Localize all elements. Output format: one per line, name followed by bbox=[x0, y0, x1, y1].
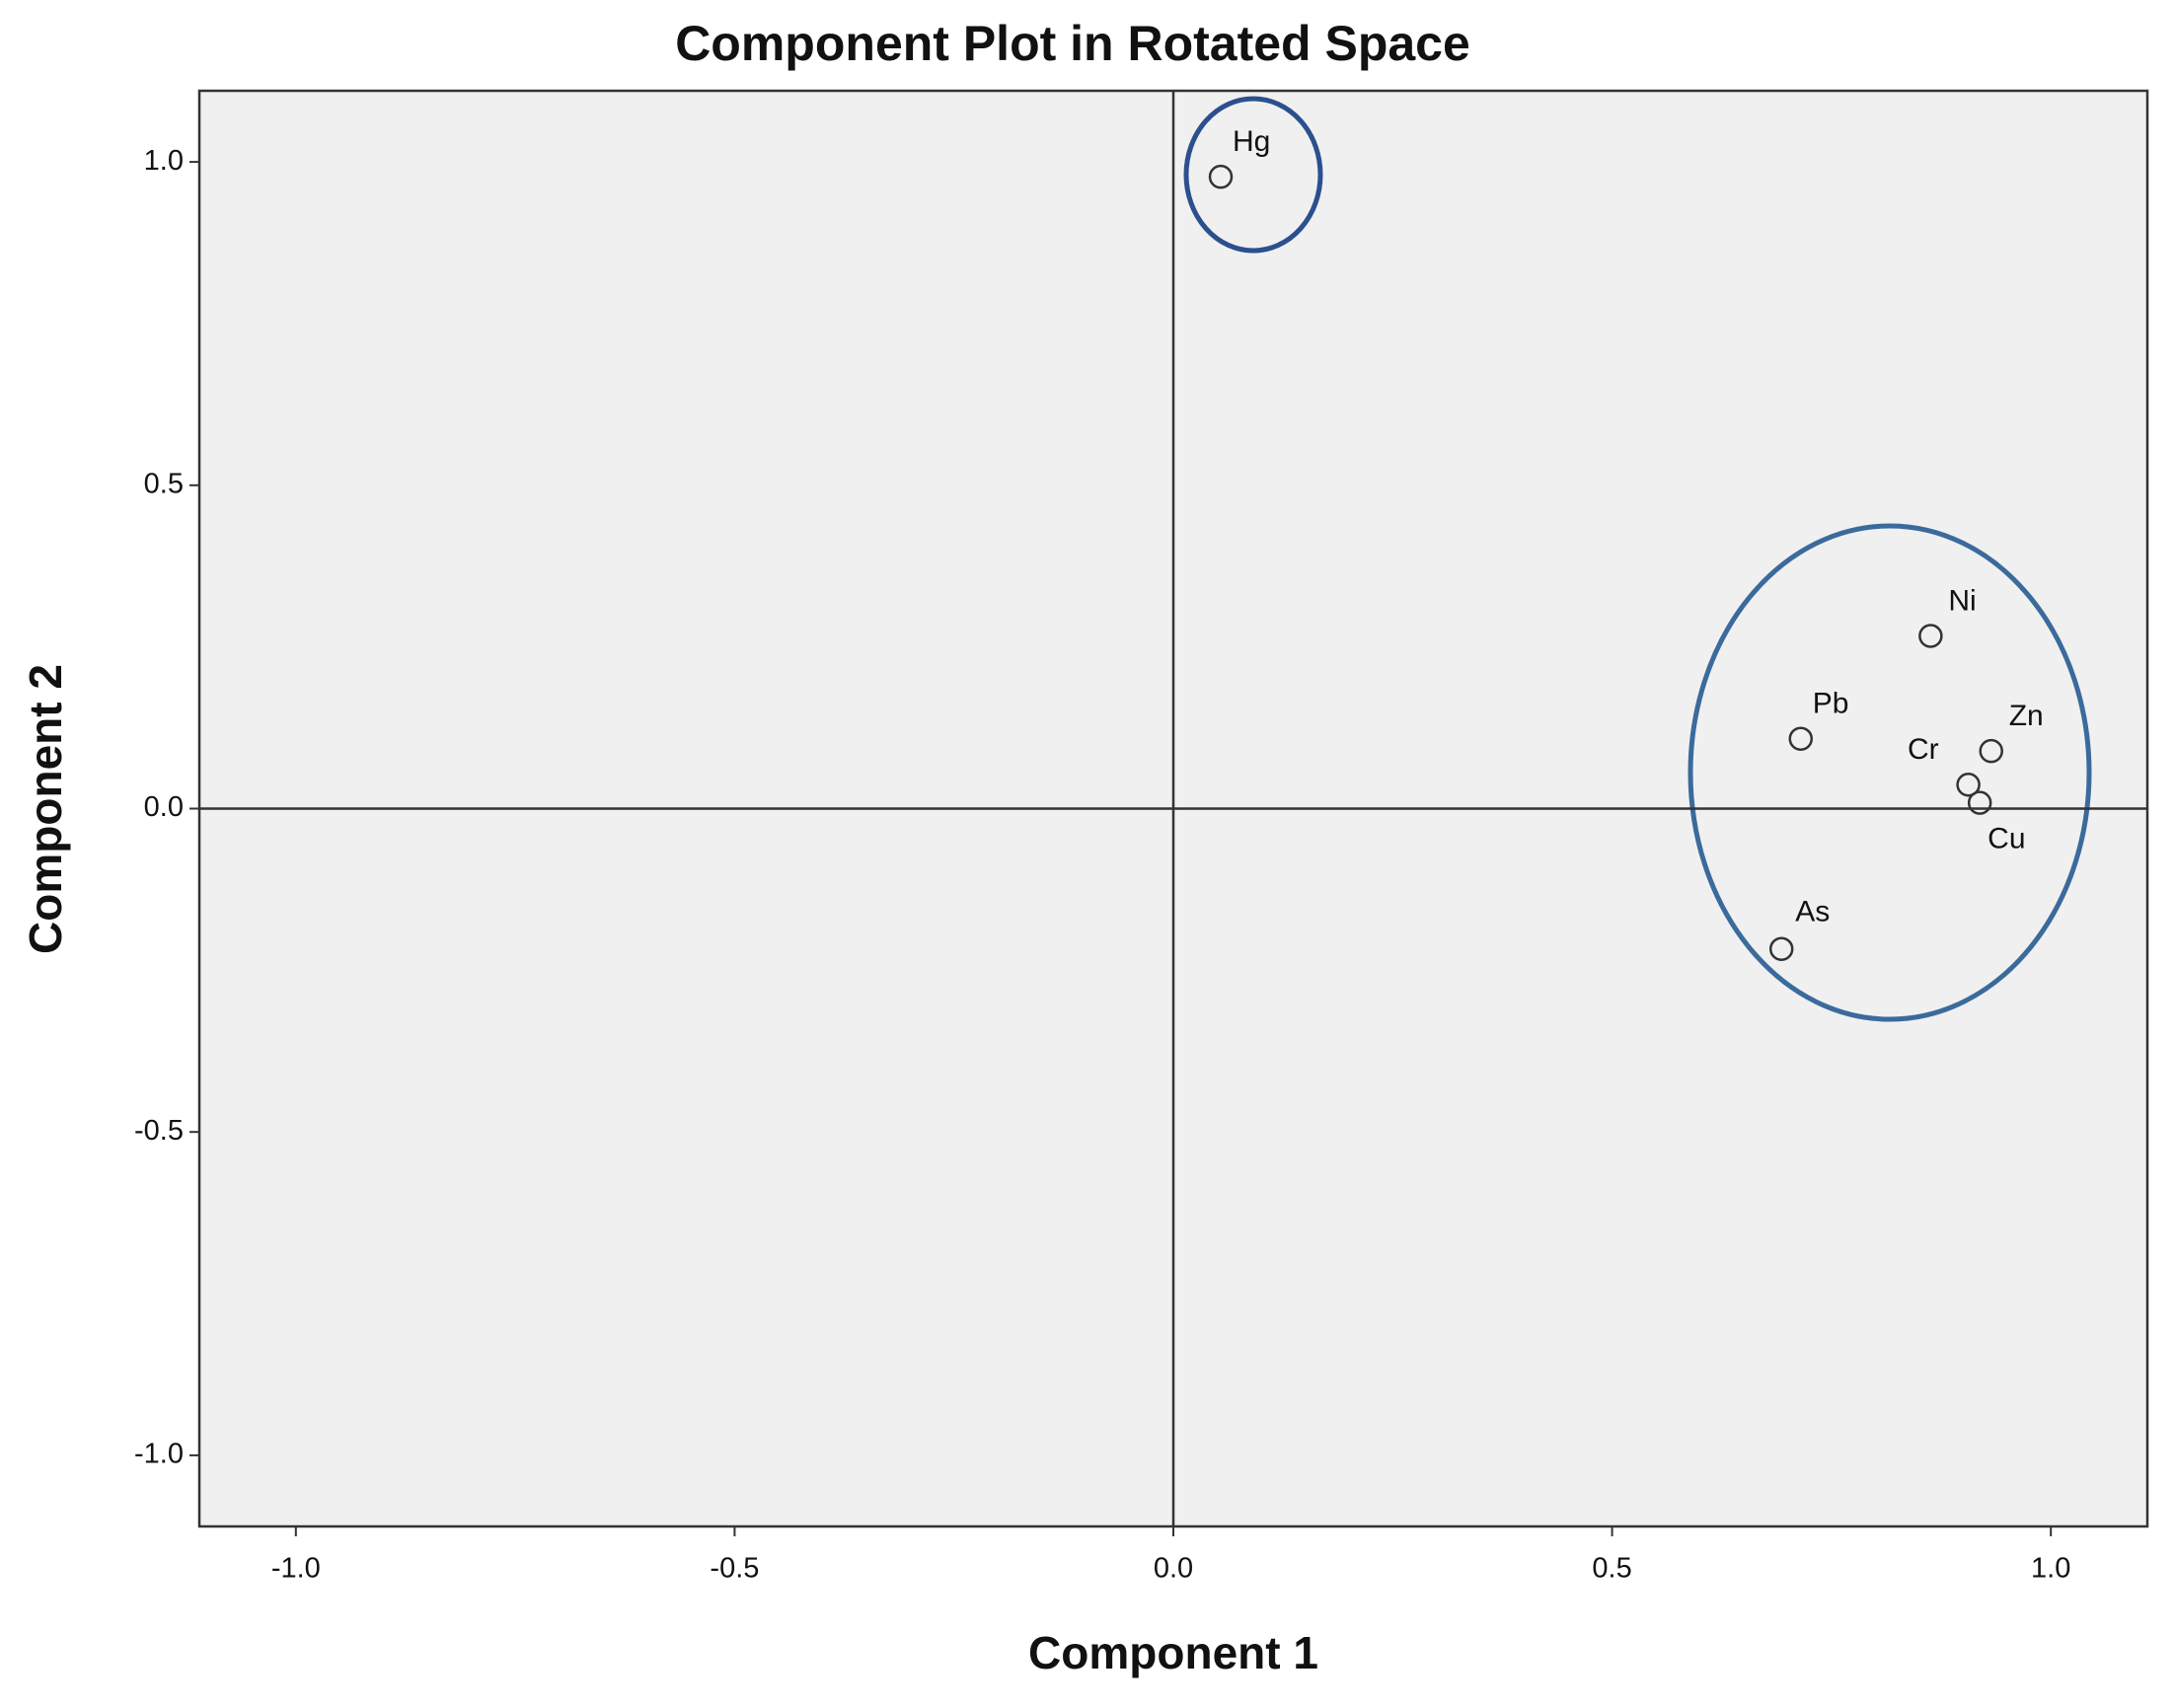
y-axis-title: Component 2 bbox=[20, 664, 71, 954]
y-tick-label: 1.0 bbox=[144, 145, 184, 177]
point bbox=[1967, 790, 1992, 815]
point bbox=[1979, 738, 2003, 764]
y-tick-label: -0.5 bbox=[134, 1115, 184, 1147]
point-label: Hg bbox=[1233, 125, 1270, 158]
point bbox=[1768, 936, 1794, 961]
chart-title: Component Plot in Rotated Space bbox=[675, 16, 1470, 71]
point-label: Cr bbox=[1908, 733, 1939, 766]
x-axis-title: Component 1 bbox=[1028, 1627, 1318, 1678]
highlight-ellipse bbox=[1183, 96, 1323, 254]
point bbox=[1918, 624, 1943, 648]
point bbox=[1956, 773, 1981, 797]
y-tick-label: 0.5 bbox=[144, 468, 184, 499]
x-tick-label: 0.0 bbox=[1154, 1553, 1193, 1585]
y-tick-label: -1.0 bbox=[134, 1439, 184, 1470]
y-tick-label: 0.0 bbox=[144, 791, 184, 823]
point bbox=[1788, 726, 1814, 751]
point-label: As bbox=[1795, 896, 1830, 928]
highlight-ellipse bbox=[1688, 523, 2092, 1022]
x-tick-label: 1.0 bbox=[2031, 1553, 2070, 1585]
x-tick-label: 0.5 bbox=[1592, 1553, 1631, 1585]
x-tick-label: -0.5 bbox=[710, 1553, 759, 1585]
x-tick-label: -1.0 bbox=[271, 1553, 321, 1585]
point-label: Pb bbox=[1813, 688, 1849, 720]
point bbox=[1208, 164, 1234, 189]
point-label: Ni bbox=[1948, 584, 1976, 617]
point-label: Zn bbox=[2009, 700, 2044, 732]
point-label: Cu bbox=[1988, 823, 2025, 855]
